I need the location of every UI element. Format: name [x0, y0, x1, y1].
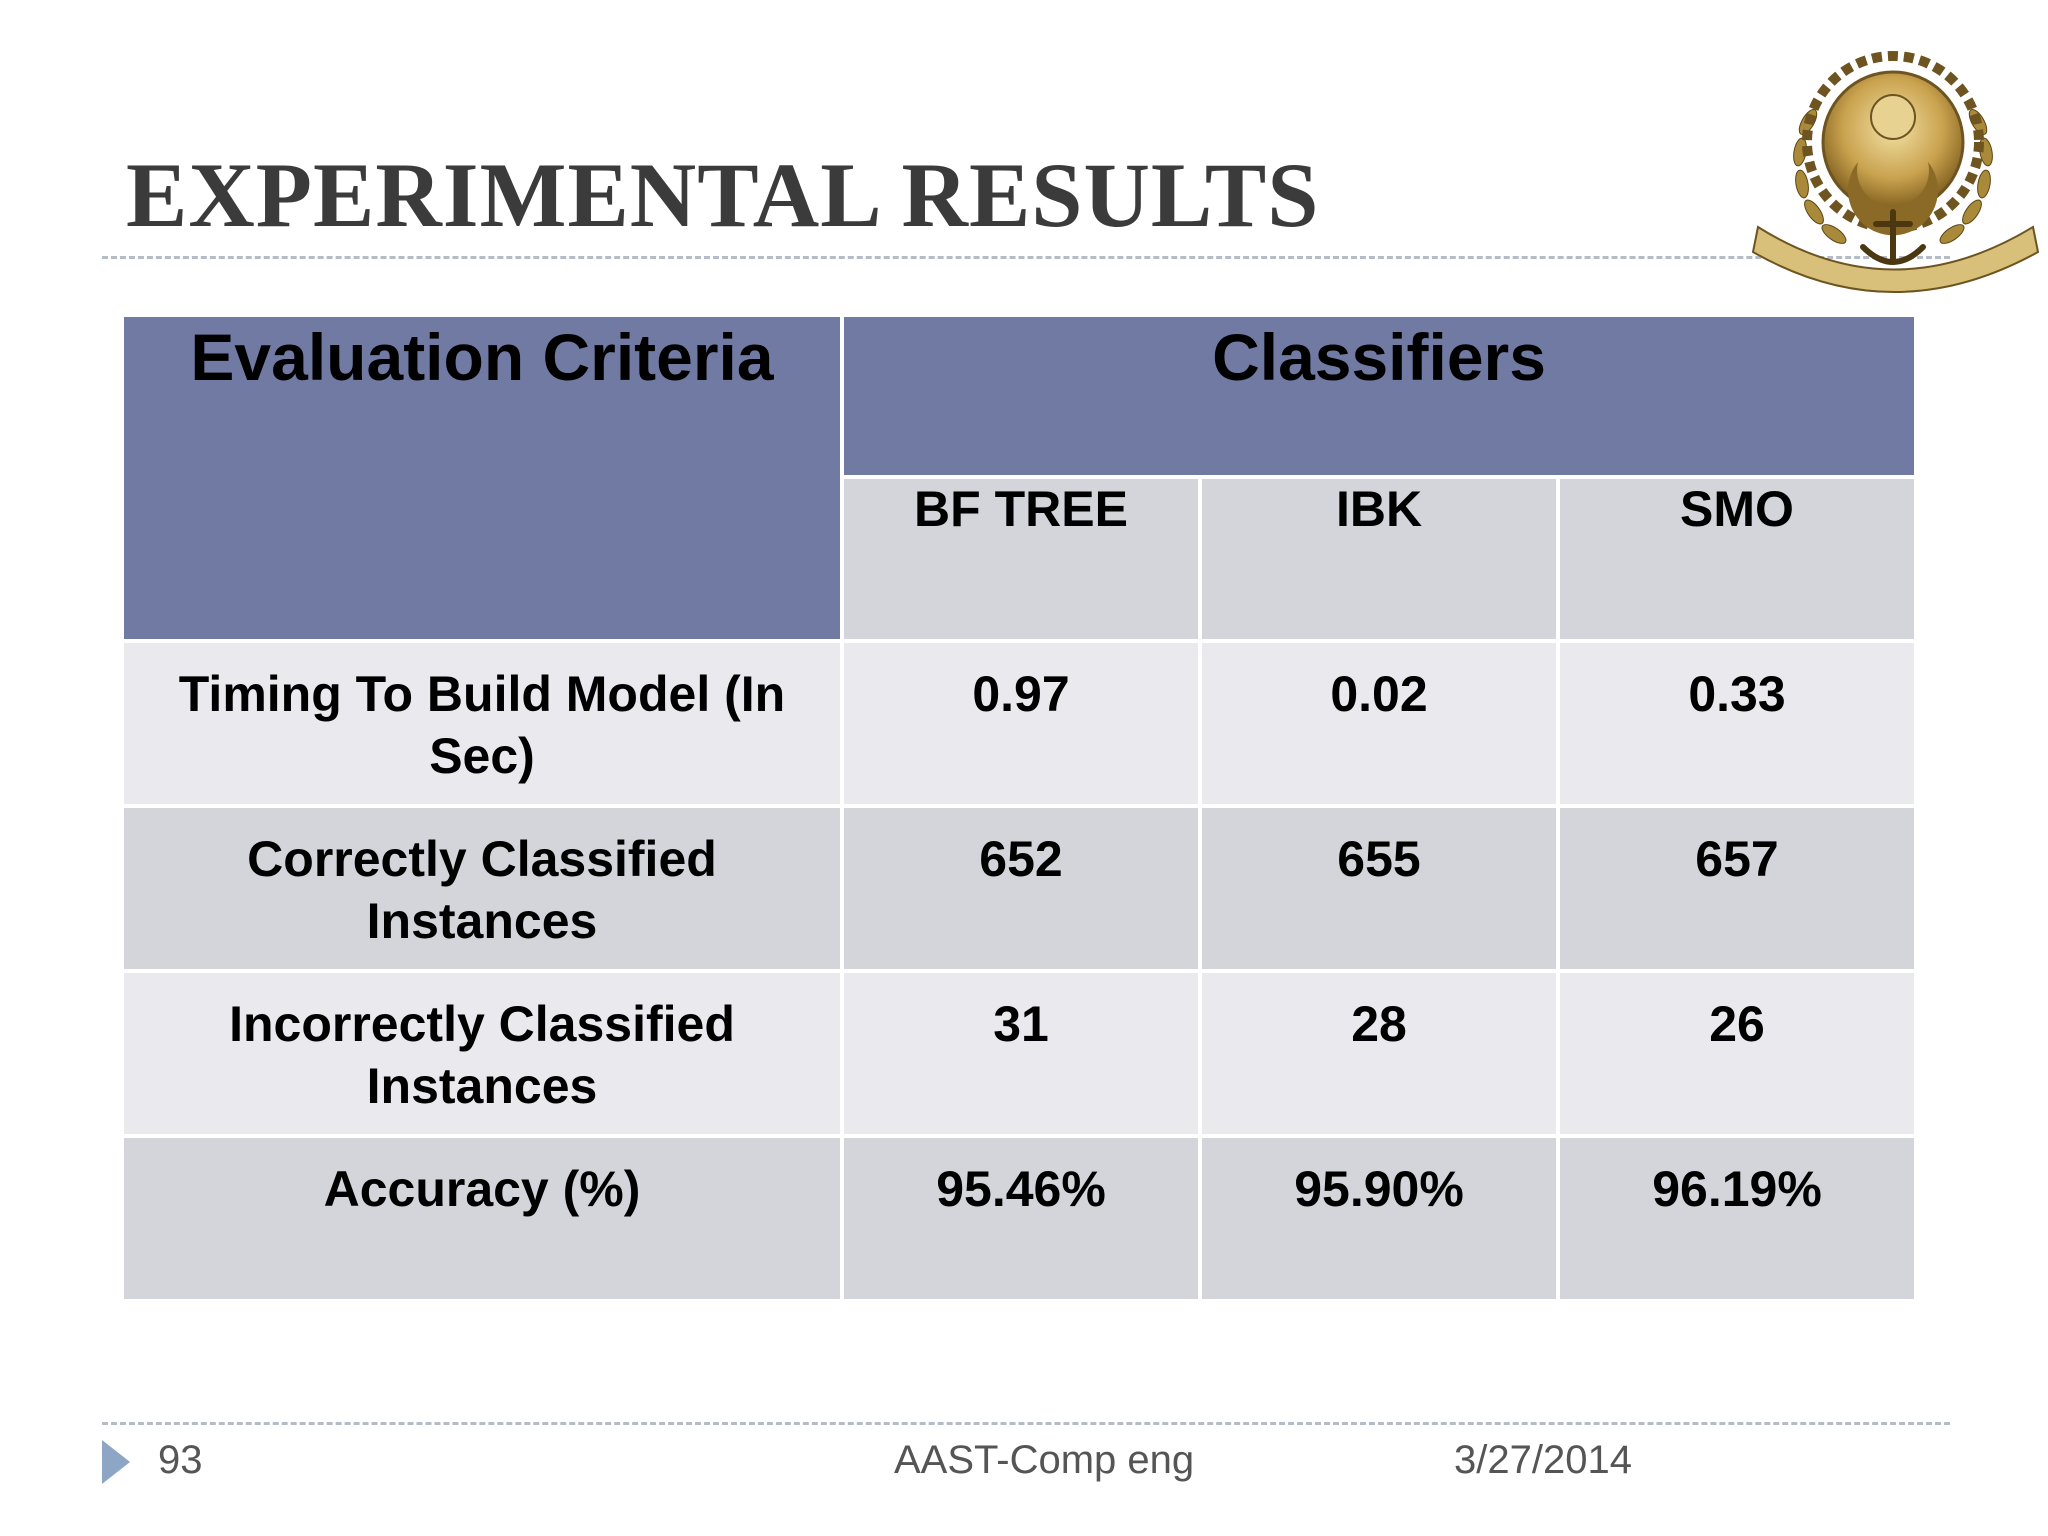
cell-value: 96.19%: [1556, 1134, 1918, 1303]
page-number: 93: [158, 1438, 203, 1482]
cell-value: 31: [840, 969, 1202, 1138]
footer-organization: AAST-Comp eng: [894, 1438, 1195, 1482]
cell-value: 655: [1198, 804, 1560, 973]
title-divider: [102, 256, 1950, 259]
triangle-right-icon: [102, 1440, 130, 1484]
cell-value: 0.33: [1556, 639, 1918, 808]
slide-title: EXPERIMENTAL RESULTS: [126, 144, 1320, 246]
header-classifiers: Classifiers: [840, 313, 1918, 479]
cell-value: 0.02: [1198, 639, 1560, 808]
row-label: Incorrectly Classified Instances: [120, 969, 844, 1138]
header-classifier-smo: SMO: [1556, 475, 1918, 643]
header-classifier-bftree: BF TREE: [840, 475, 1202, 643]
table-row: Correctly Classified Instances 652 655 6…: [120, 804, 1918, 973]
cell-value: 26: [1556, 969, 1918, 1138]
header-evaluation-criteria: Evaluation Criteria: [120, 313, 844, 643]
table-row: Accuracy (%) 95.46% 95.90% 96.19%: [120, 1134, 1918, 1303]
footer-date: 3/27/2014: [1454, 1438, 1632, 1482]
cell-value: 95.46%: [840, 1134, 1202, 1303]
table-row: Timing To Build Model (In Sec) 0.97 0.02…: [120, 639, 1918, 808]
cell-value: 95.90%: [1198, 1134, 1560, 1303]
cell-value: 657: [1556, 804, 1918, 973]
header-classifier-ibk: IBK: [1198, 475, 1560, 643]
cell-value: 28: [1198, 969, 1560, 1138]
cell-value: 652: [840, 804, 1202, 973]
results-table: Evaluation Criteria Classifiers BF TREE …: [120, 313, 1918, 1303]
row-label: Correctly Classified Instances: [120, 804, 844, 973]
cell-value: 0.97: [840, 639, 1202, 808]
footer-divider: [102, 1422, 1950, 1425]
table-row: Incorrectly Classified Instances 31 28 2…: [120, 969, 1918, 1138]
row-label: Timing To Build Model (In Sec): [120, 639, 844, 808]
row-label: Accuracy (%): [120, 1134, 844, 1303]
aast-emblem-icon: [1751, 51, 2040, 293]
